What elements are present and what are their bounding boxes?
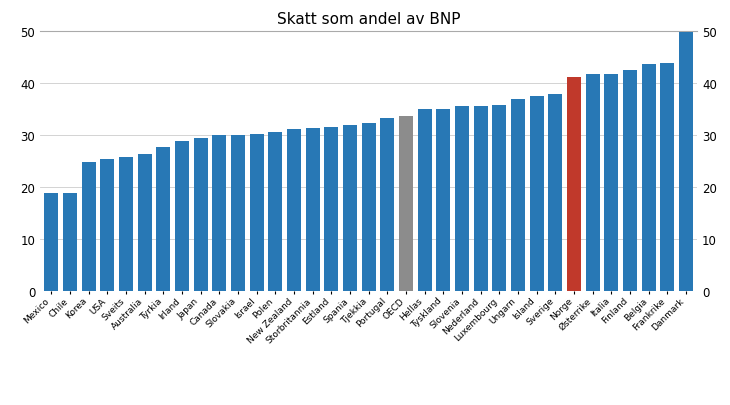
Bar (511, 100, 525, 292)
Bar (343, 125, 357, 292)
Bar (623, 71, 637, 292)
Bar (474, 107, 488, 292)
Bar (212, 136, 226, 292)
Bar (82, 163, 96, 292)
Bar (679, 33, 693, 292)
Title: Skatt som andel av BNP: Skatt som andel av BNP (277, 12, 461, 27)
Bar (250, 135, 264, 292)
Bar (231, 136, 245, 292)
Bar (63, 193, 77, 292)
Bar (306, 128, 320, 292)
Bar (455, 107, 469, 292)
Bar (530, 97, 544, 292)
Bar (661, 64, 675, 292)
Bar (287, 129, 301, 292)
Bar (604, 75, 618, 292)
Bar (269, 133, 283, 292)
Bar (399, 116, 413, 292)
Bar (361, 124, 376, 292)
Bar (642, 65, 656, 292)
Bar (324, 127, 338, 292)
Bar (437, 110, 450, 292)
Bar (548, 95, 562, 292)
Bar (418, 110, 431, 292)
Bar (100, 160, 115, 292)
Bar (45, 194, 58, 292)
Bar (193, 139, 207, 292)
Bar (380, 118, 394, 292)
Bar (119, 158, 133, 292)
Bar (175, 142, 189, 292)
Bar (138, 155, 152, 292)
Bar (585, 75, 599, 292)
Bar (492, 106, 507, 292)
Bar (567, 77, 581, 292)
Bar (156, 148, 170, 292)
